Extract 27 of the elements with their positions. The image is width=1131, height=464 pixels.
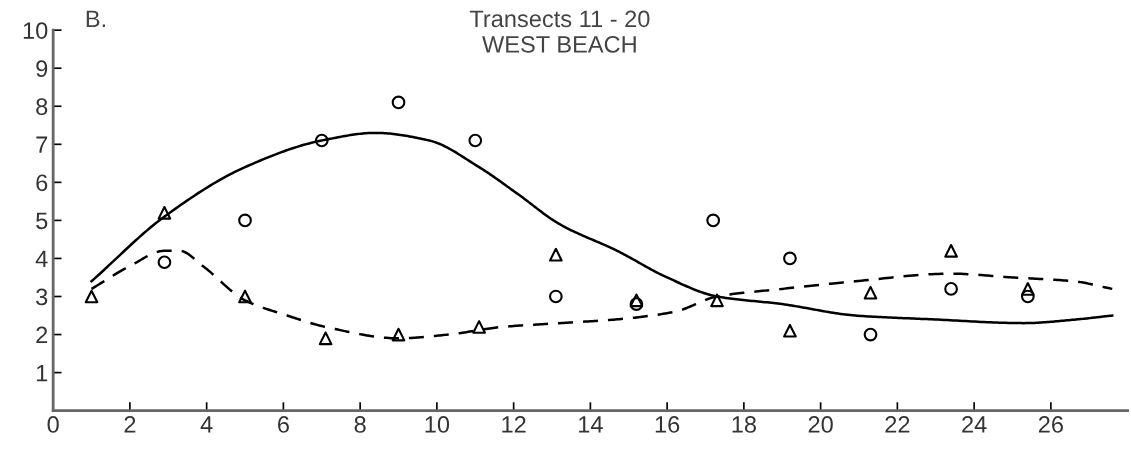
x-tick-label: 22	[885, 416, 910, 433]
y-tick-label: 6	[36, 174, 48, 192]
x-tick-label: 20	[808, 416, 833, 433]
x-tick-label: 10	[425, 416, 450, 433]
y-tick-label: 2	[36, 326, 48, 344]
y-tick-label: 1	[36, 364, 48, 382]
y-tick-label: 4	[35, 250, 48, 267]
x-tick-label: 24	[962, 416, 987, 433]
y-tick-label: 10	[23, 22, 48, 39]
x-tick-label: 14	[579, 416, 603, 433]
x-tick-label: 0	[47, 416, 59, 433]
x-tick-label: 4	[200, 416, 213, 433]
x-tick-label: 26	[1038, 416, 1063, 433]
chart-subtitle: WEST BEACH	[482, 36, 636, 53]
y-tick-label: 3	[36, 288, 48, 306]
x-tick-label: 6	[278, 416, 289, 433]
y-tick-label: 5	[36, 212, 48, 230]
y-tick-label: 9	[36, 60, 48, 77]
x-tick-label: 2	[124, 416, 136, 433]
x-tick-label: 12	[502, 416, 526, 433]
y-tick-label: 8	[36, 98, 48, 116]
x-tick-label: 18	[732, 416, 756, 433]
text: B.	[86, 10, 105, 27]
chart-title: Transects 11 - 20	[469, 10, 650, 28]
x-tick-label: 16	[655, 416, 680, 433]
x-tick-label: 8	[354, 416, 366, 433]
y-tick-label: 7	[36, 136, 48, 153]
